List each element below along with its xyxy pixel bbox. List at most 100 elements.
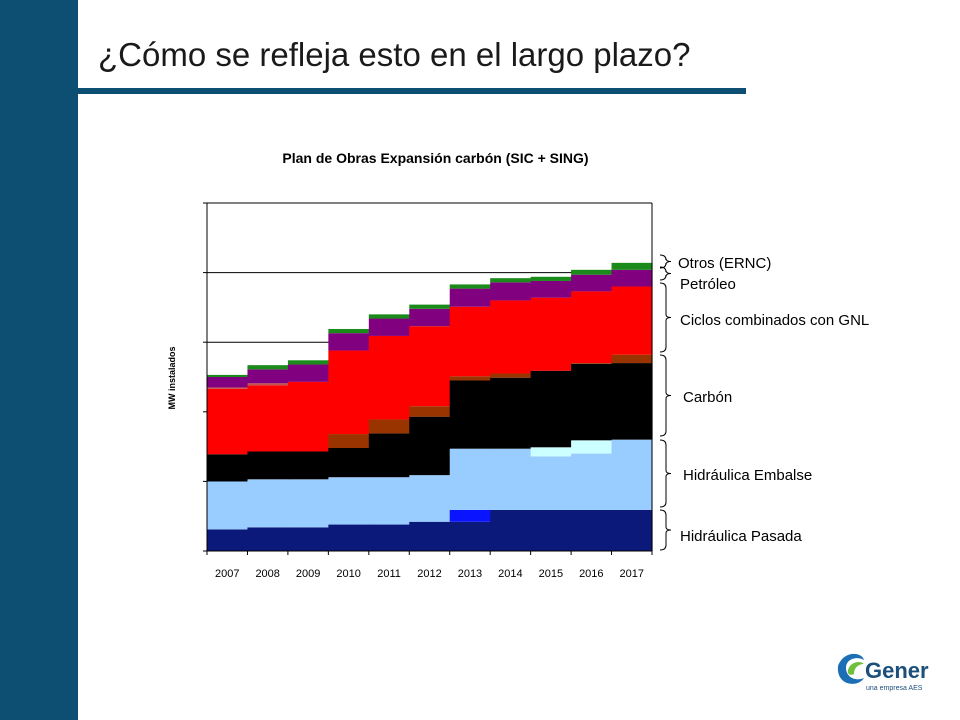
bar-segment-hp_base-2017: [611, 509, 653, 551]
bar-segment-he_base-2014: [490, 448, 532, 510]
annotation-brace: [659, 254, 672, 269]
bar-segment-car_new-2014: [490, 373, 532, 378]
x-tick-label: 2011: [377, 568, 401, 580]
bar-segment-petroleo-2011: [368, 318, 410, 336]
bar-segment-he_base-2008: [247, 479, 289, 528]
gener-swirl-icon: [837, 653, 864, 684]
bar-segment-otros-2008: [247, 365, 289, 370]
x-tick-label: 2013: [458, 568, 482, 580]
annotation-label: Otros (ERNC): [678, 255, 771, 272]
bar-segment-he_base-2017: [611, 439, 653, 510]
annotation-brace: [659, 354, 672, 437]
bar-segment-hp_base-2013: [449, 521, 491, 551]
bar-segment-car_base-2012: [409, 416, 451, 476]
bar-segment-ccgnl-2011: [368, 335, 410, 420]
bar-segment-car_base-2015: [530, 370, 572, 448]
bar-segment-he_base-2013: [449, 448, 491, 510]
bar-segment-petroleo-2017: [611, 269, 653, 287]
bar-segment-pet_new-2008: [247, 383, 289, 386]
bar-segment-hp_new-2013: [449, 509, 491, 522]
annotation-brace: [659, 282, 672, 353]
bar-segment-he_base-2016: [571, 453, 613, 510]
bar-segment-ccgnl-2014: [490, 300, 532, 374]
bar-segment-hp_base-2012: [409, 521, 451, 551]
bar-segment-ccgnl-2017: [611, 286, 653, 355]
bar-segment-ccgnl-2007: [207, 388, 249, 455]
bar-segment-petroleo-2013: [449, 288, 491, 307]
bar-segment-car_new-2017: [611, 354, 653, 364]
bar-segment-otros-2011: [368, 314, 410, 319]
gener-logo: Gener una empresa AES: [837, 653, 929, 692]
bar-segment-ccgnl-2009: [287, 381, 329, 452]
bar-segment-car_base-2013: [449, 380, 491, 449]
slide-title: ¿Cómo se refleja esto en el largo plazo?: [98, 36, 691, 73]
bar-segment-otros-2010: [328, 328, 370, 334]
bar-segment-otros-2012: [409, 304, 451, 309]
logo-brand: Gener: [865, 658, 929, 683]
bar-segment-car_base-2011: [368, 433, 410, 478]
x-tick-label: 2012: [417, 568, 441, 580]
bar-segment-hp_base-2014: [490, 509, 532, 551]
bar-segment-car_new-2010: [328, 434, 370, 448]
x-tick-label: 2016: [579, 568, 603, 580]
bar-segment-hp_base-2016: [571, 509, 613, 551]
bar-segment-ccgnl-2015: [530, 297, 572, 371]
bar-segment-hp_base-2010: [328, 524, 370, 551]
bar-segment-he_base-2007: [207, 481, 249, 530]
bar-segment-ccgnl-2010: [328, 350, 370, 435]
side-bar: [0, 0, 78, 720]
bar-segment-ccgnl-2016: [571, 291, 613, 364]
annotation-label: Carbón: [683, 389, 732, 406]
title-underline: [78, 88, 746, 94]
annotation-brace: [659, 439, 672, 508]
bar-segment-petroleo-2012: [409, 308, 451, 327]
bar-segment-he_base-2011: [368, 477, 410, 525]
bar-segment-car_new-2016: [571, 363, 613, 364]
bar-segment-he_base-2012: [409, 475, 451, 522]
annotation-label: Petróleo: [680, 276, 736, 293]
bar-segment-he_base-2009: [287, 479, 329, 528]
bar-segment-otros-2015: [530, 276, 572, 281]
bar-segment-petroleo-2015: [530, 280, 572, 298]
bar-segment-he_base-2015: [530, 456, 572, 510]
bar-segment-petroleo-2010: [328, 333, 370, 351]
chart-title: Plan de Obras Expansión carbón (SIC + SI…: [282, 150, 588, 166]
x-tick-label: 2014: [498, 568, 522, 580]
annotation-brace: [659, 266, 672, 281]
bar-segment-petroleo-2014: [490, 282, 532, 301]
bar-segment-petroleo-2008: [247, 369, 289, 384]
bar-segment-pet_new-2007: [207, 387, 249, 389]
annotation-brace: [659, 509, 672, 551]
bar-segment-hp_base-2008: [247, 527, 289, 551]
bar-segment-ccgnl-2012: [409, 326, 451, 407]
annotation-label: Ciclos combinados con GNL: [680, 312, 869, 329]
bar-segment-car_new-2011: [368, 419, 410, 434]
bar-segment-petroleo-2007: [207, 377, 249, 388]
annotation-label: Hidráulica Embalse: [683, 467, 812, 484]
x-tick-label: 2017: [620, 568, 644, 580]
bar-segment-car_base-2010: [328, 447, 370, 478]
bar-segment-car_new-2013: [449, 376, 491, 381]
bar-segment-car_base-2008: [247, 451, 289, 480]
bar-segment-otros-2009: [287, 360, 329, 365]
bar-segment-car_base-2007: [207, 454, 249, 482]
bar-segment-he_new-2015: [530, 447, 572, 457]
bar-segment-car_base-2016: [571, 363, 613, 441]
x-tick-label: 2015: [539, 568, 563, 580]
bar-segment-petroleo-2016: [571, 274, 613, 292]
bar-segment-otros-2016: [571, 269, 613, 275]
bar-segment-car_new-2012: [409, 406, 451, 417]
bar-segment-car_base-2014: [490, 377, 532, 449]
bar-segment-otros-2017: [611, 262, 653, 270]
logo-tagline: una empresa AES: [866, 685, 923, 692]
bar-segment-hp_base-2009: [287, 527, 329, 551]
x-tick-label: 2009: [296, 568, 320, 580]
bar-segment-otros-2014: [490, 278, 532, 283]
bar-segment-hp_base-2015: [530, 509, 572, 551]
bar-segment-car_base-2017: [611, 363, 653, 440]
bar-segment-hp_base-2007: [207, 529, 249, 551]
y-axis-label: MW instalados: [167, 346, 177, 409]
x-tick-label: 2010: [336, 568, 360, 580]
bar-segment-otros-2007: [207, 374, 249, 377]
bar-segment-otros-2013: [449, 284, 491, 289]
